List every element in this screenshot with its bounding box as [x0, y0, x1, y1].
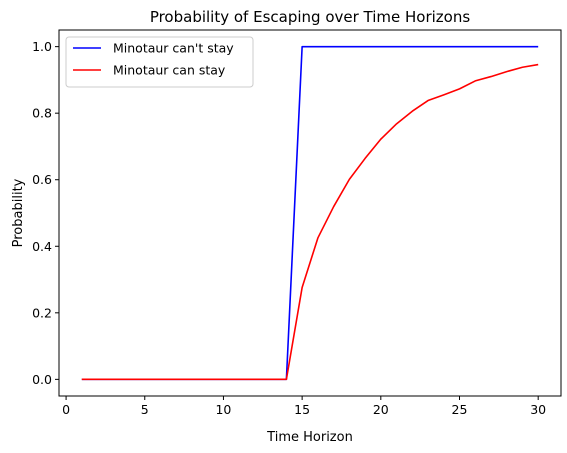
series-line-1: [81, 63, 539, 381]
legend-label-minotaur-can-stay: Minotaur can stay: [113, 63, 226, 78]
y-tick-label: 0.6: [32, 172, 52, 187]
x-tick-label: 20: [373, 402, 389, 417]
legend-box: [65, 36, 254, 88]
x-axis-ticks: 0 5 10 15 20 25 30: [62, 396, 546, 417]
x-tick-label: 10: [215, 402, 231, 417]
legend-label-minotaur-cant-stay: Minotaur can't stay: [113, 41, 234, 56]
chart-title: Probability of Escaping over Time Horizo…: [150, 8, 471, 26]
plot-frame: [58, 29, 562, 397]
y-tick-label: 0.4: [32, 239, 52, 254]
y-tick-label: 0.0: [32, 372, 52, 387]
y-tick-label: 1.0: [32, 39, 52, 54]
y-tick-label: 0.8: [32, 106, 52, 121]
y-tick-label: 0.2: [32, 305, 52, 320]
x-tick-label: 30: [530, 402, 546, 417]
y-axis-label: Probability: [11, 178, 26, 247]
x-tick-label: 0: [62, 402, 70, 417]
x-axis-label: Time Horizon: [266, 430, 353, 445]
x-tick-label: 25: [452, 402, 468, 417]
x-tick-label: 15: [294, 402, 310, 417]
series-layer: [81, 45, 539, 381]
x-tick-label: 5: [141, 402, 149, 417]
legend: Minotaur can't stay Minotaur can stay: [65, 36, 254, 88]
y-axis-ticks: 0.0 0.2 0.4 0.6 0.8 1.0: [32, 39, 59, 387]
